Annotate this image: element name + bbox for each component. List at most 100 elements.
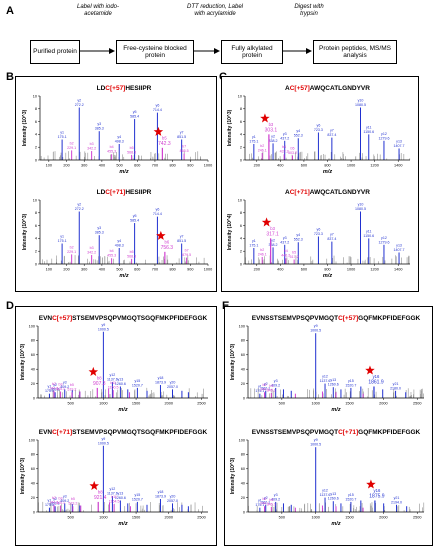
y-ion-mass: 175.1 [58,239,67,243]
y-ion-mass: 723.3 [314,128,323,132]
y-ion-mass: 1000.5 [310,443,321,447]
highlighted-ion-mass: 303.1 [265,127,278,133]
spectrum-title: AC[+57]AWQCATLGNDYVR [285,85,370,92]
y-ion-label: y7 [330,129,334,133]
b-ion-mass: 1164.5 [109,500,120,504]
b-ion-mass: 244.1 [260,388,269,392]
x-tick-label: 400 [277,164,283,168]
y-ion-mass: 262.1 [51,388,60,392]
y-ion-mass: 409.2 [60,385,69,389]
y-ion-mass: 1407.7 [394,248,405,252]
b-ion-mass: 865.5 [180,149,189,153]
b-ion-mass: 519.2 [67,388,76,392]
y-ion-label: y1 [252,135,256,139]
y-ion-label: y20 [170,380,176,384]
y-ion-label: y6 [156,104,160,108]
spectrum-title: LDC[+71]HESIIPR [97,189,152,196]
y-tick-label: 60 [31,353,35,357]
y-tick-label: 80 [241,453,245,457]
x-tick-label: 800 [324,268,330,272]
y-ion-label: y10 [358,99,364,103]
peptide-sequence: STSEMVPSQPVMGQTSGQFMKPFIDEFGGK [72,315,207,322]
y-ion-mass: 1150.6 [363,130,374,134]
y-ion-mass: 2194.0 [391,500,402,504]
y-ion-label: y13 [117,491,123,495]
b-ion-mass: 345.1 [56,501,65,505]
y-ion-mass: 409.2 [60,499,69,503]
y-ion-label: y13 [396,243,402,247]
y-ion-mass: 175.1 [249,244,258,248]
x-tick-label: 600 [134,164,140,168]
y-ion-label: y20 [170,494,176,498]
x-tick-label: 100 [46,268,52,272]
b-ion-mass: 432.2 [280,150,289,154]
y-ion-label: y15 [134,493,140,497]
y-ion-label: y1 [60,131,64,135]
b-ion-mass: 1150.5 [108,386,119,390]
y-ion-mass: 1260.6 [115,496,126,500]
y-tick-label: 60 [241,353,245,357]
highlighted-ion-mass: 907.3 [93,381,106,387]
y-ion-mass: 498.3 [115,140,124,144]
y-tick-label: 8 [35,107,37,111]
y-ion-mass: 2057.0 [167,499,178,503]
x-tick-label: 700 [152,164,158,168]
y-ion-mass: 385.3 [95,231,104,235]
y-ion-label: y21 [394,496,400,500]
y-ion-label: y1 [48,385,52,389]
y-tick-label: 0 [35,262,37,266]
y-ion-label: y9 [314,438,318,442]
b-ion-mass: 246.1 [258,148,267,152]
b-ion-label: b11 [110,381,116,385]
y-ion-label: y15 [134,379,140,383]
panel-letter-d: D [6,300,14,312]
b-ion-mass: 455.3 [107,254,116,258]
y-ion-mass: 338.2 [269,243,278,247]
spectrum-title: EVNC[+57]STSEMVPSQPVMGQTSGQFMKPFIDEFGGK [39,315,208,322]
highlighted-ion-label: b8 [98,489,103,494]
b-ion-label: b2 [260,144,264,148]
y-tick-label: 0 [243,396,245,400]
b-ion-mass: 244.1 [49,386,58,390]
y-ion-label: y2 [271,134,275,138]
y-tick-label: 100 [239,438,245,442]
modified-cysteine: C[+71] [105,189,125,196]
y-ion-label: y1 [258,385,262,389]
b-ion-mass: 879.5 [182,253,191,257]
y-ion-mass: 1137.6 [320,493,331,497]
y-ion-label: y4 [296,129,300,133]
highlighted-ion-mass: 756.3 [161,245,174,251]
y-tick-label: 10 [33,94,37,98]
workflow-step-iodoacetamide: Label with iodo-acetamide [76,4,120,17]
y-ion-label: y18 [158,490,164,494]
workflow-box-blocked: Free-cysteine blocked protein [116,40,194,64]
y-ion-label: y4 [117,239,121,243]
y-ion-mass: 1000.5 [98,441,109,445]
y-tick-label: 20 [31,496,35,500]
x-tick-label: 500 [116,164,122,168]
b-ion-label: b2 [52,382,56,386]
x-tick-label: 500 [68,402,74,406]
peptide-sequence: HESIIPR [125,189,151,196]
y-tick-label: 100 [29,324,35,328]
y-ion-mass: 1000.5 [98,327,109,331]
y-tick-label: 4 [240,237,242,241]
x-tick-label: 200 [254,268,260,272]
y-ion-mass: 262.1 [51,502,60,506]
panel-b-frame [15,76,217,292]
peptide-sequence: GQFMKPFIDEFGGK [358,315,420,322]
b-ion-label: b2 [70,245,74,249]
workflow-box-label: Protein peptides, MS/MS analysis [319,44,391,60]
y-ion-label: y6 [317,227,321,231]
x-tick-label: 1000 [311,402,319,406]
y-ion-mass: 498.3 [115,244,124,248]
peptide-sequence: EVN [39,315,53,322]
b-ion-mass: 568.3 [127,254,136,258]
y-ion-mass: 552.3 [294,134,303,138]
y-ion-label: y12 [322,489,328,493]
modified-cysteine: C[+57] [52,315,72,322]
y-tick-label: 2 [35,146,37,150]
y-ion-label: y5 [133,110,137,114]
y-axis-label: Intensity (10^3) [20,457,26,494]
peptide-sequence: A [285,189,290,196]
